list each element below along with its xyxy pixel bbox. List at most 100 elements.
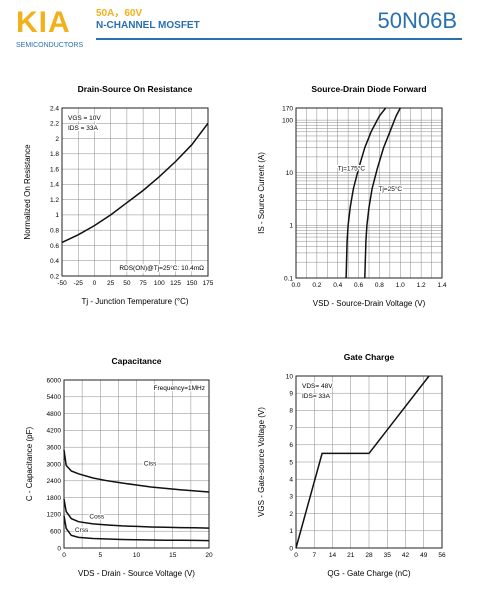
x-axis-label: QG - Gate Charge (nC) — [327, 569, 410, 578]
brand-logo: KIA — [16, 6, 71, 39]
y-tick-label: 2400 — [47, 478, 62, 485]
company-name: SEMICONDUCTORS — [16, 42, 84, 49]
plot-frame — [295, 375, 443, 549]
chart-1: -50 -25 0 25 50 75 100 125 150 175 0.2 0.4 0.6 0.8 1 1.… — [23, 84, 214, 306]
series-line — [63, 498, 210, 529]
x-tick-label: 100 — [154, 280, 165, 287]
x-axis-label: VSD - Source-Drain Voltage (V) — [313, 299, 426, 308]
y-tick-label: 7 — [289, 425, 293, 432]
y-tick-label: 0.1 — [284, 275, 293, 282]
series-label: Ciss — [144, 460, 157, 467]
x-tick-label: 125 — [170, 280, 181, 287]
x-tick-label: 5 — [98, 552, 102, 559]
chart-title: Capacitance — [111, 356, 161, 366]
x-tick-label: -50 — [57, 280, 67, 287]
y-tick-label: 0.6 — [50, 243, 59, 250]
y-axis-label: C - Capacitance (pF) — [25, 427, 34, 502]
x-tick-label: 1.2 — [417, 282, 426, 289]
y-tick-label: 10 — [286, 170, 294, 177]
plot-frame — [61, 107, 209, 277]
y-tick-label: 4800 — [47, 411, 62, 418]
chart-3: 0 5 10 15 20 0 600 1200 1800 2400 3000 3600 4200 4800… — [25, 356, 213, 578]
y-tick-label: 1.2 — [50, 197, 59, 204]
y-tick-label: 5 — [289, 459, 293, 466]
series-label: Crss — [75, 527, 89, 534]
chart-title: Drain-Source On Resistance — [78, 84, 193, 94]
x-tick-label: 15 — [169, 552, 177, 559]
series-line — [345, 107, 387, 279]
y-tick-label: 8 — [289, 408, 293, 415]
x-tick-label: 42 — [402, 552, 410, 559]
y-tick-label: 1.4 — [50, 182, 59, 189]
series-label: Coss — [89, 514, 105, 521]
x-tick-label: 50 — [123, 280, 131, 287]
x-tick-label: 1.4 — [437, 282, 446, 289]
y-tick-label: 0.8 — [50, 227, 59, 234]
chart-title: Source-Drain Diode Forward — [311, 84, 426, 94]
y-axis-label: IS - Source Current (A) — [257, 152, 266, 234]
x-tick-label: 10 — [133, 552, 141, 559]
x-tick-label: 0.8 — [375, 282, 384, 289]
y-tick-label: 9 — [289, 391, 293, 398]
x-tick-label: 0.6 — [354, 282, 363, 289]
x-tick-label: 25 — [107, 280, 115, 287]
y-tick-label: 2.4 — [50, 105, 59, 112]
y-tick-label: 1 — [289, 528, 293, 535]
x-tick-label: 21 — [347, 552, 355, 559]
y-tick-label: 1 — [55, 212, 59, 219]
x-tick-label: 28 — [365, 552, 373, 559]
y-tick-label: 1800 — [47, 495, 62, 502]
series-label: Tj=25°C — [378, 185, 402, 193]
annotation: IDS= 33A — [302, 393, 331, 400]
x-tick-label: 175 — [203, 280, 214, 287]
x-tick-label: 20 — [205, 552, 213, 559]
y-tick-label: 170 — [282, 105, 293, 112]
grid — [61, 107, 209, 277]
grid — [295, 375, 443, 549]
x-tick-label: 1.0 — [396, 282, 405, 289]
y-tick-label: 2 — [289, 511, 293, 518]
annotation: IDS = 33A — [68, 125, 98, 132]
x-tick-label: 0 — [294, 552, 298, 559]
y-tick-label: 2 — [55, 136, 59, 143]
x-tick-label: -25 — [74, 280, 84, 287]
y-tick-label: 4 — [289, 477, 293, 484]
device-rating: 50A，60V — [96, 8, 143, 19]
y-tick-label: 0.2 — [50, 273, 59, 280]
x-tick-label: 0 — [93, 280, 97, 287]
series-line — [63, 515, 210, 542]
x-tick-label: 0.0 — [291, 282, 300, 289]
y-tick-label: 1.6 — [50, 166, 59, 173]
y-tick-label: 10 — [286, 373, 294, 380]
plot-frame — [63, 379, 210, 549]
x-axis-label: Tj - Junction Temperature (°C) — [81, 297, 188, 306]
y-tick-label: 0.4 — [50, 258, 59, 265]
x-tick-label: 35 — [384, 552, 392, 559]
y-tick-label: 1200 — [47, 512, 62, 519]
x-tick-label: 75 — [139, 280, 147, 287]
y-tick-label: 3600 — [47, 445, 62, 452]
x-tick-label: 0.4 — [333, 282, 342, 289]
device-type: N-CHANNEL MOSFET — [96, 20, 200, 31]
y-tick-label: 5400 — [47, 394, 62, 401]
part-number: 50N06B — [377, 8, 457, 33]
annotation: Frequency=1MHz — [154, 385, 205, 392]
x-tick-label: 0.2 — [312, 282, 321, 289]
y-tick-label: 0 — [57, 545, 61, 552]
chart-title: Gate Charge — [344, 352, 395, 362]
y-tick-label: 1.8 — [50, 151, 59, 158]
y-tick-label: 2.2 — [50, 121, 59, 128]
x-tick-label: 14 — [329, 552, 337, 559]
y-tick-label: 4200 — [47, 428, 62, 435]
x-tick-label: 150 — [186, 280, 197, 287]
y-tick-label: 600 — [50, 529, 61, 536]
x-tick-label: 0 — [62, 552, 66, 559]
annotation: RDS(ON)@Tj=25°C: 10.4mΩ — [119, 264, 204, 272]
grid — [295, 108, 443, 279]
annotation: VDS= 48V — [302, 383, 333, 390]
plot-frame — [295, 107, 443, 279]
y-tick-label: 3 — [289, 494, 293, 501]
y-axis-label: Normalized On Resistance — [23, 144, 32, 240]
